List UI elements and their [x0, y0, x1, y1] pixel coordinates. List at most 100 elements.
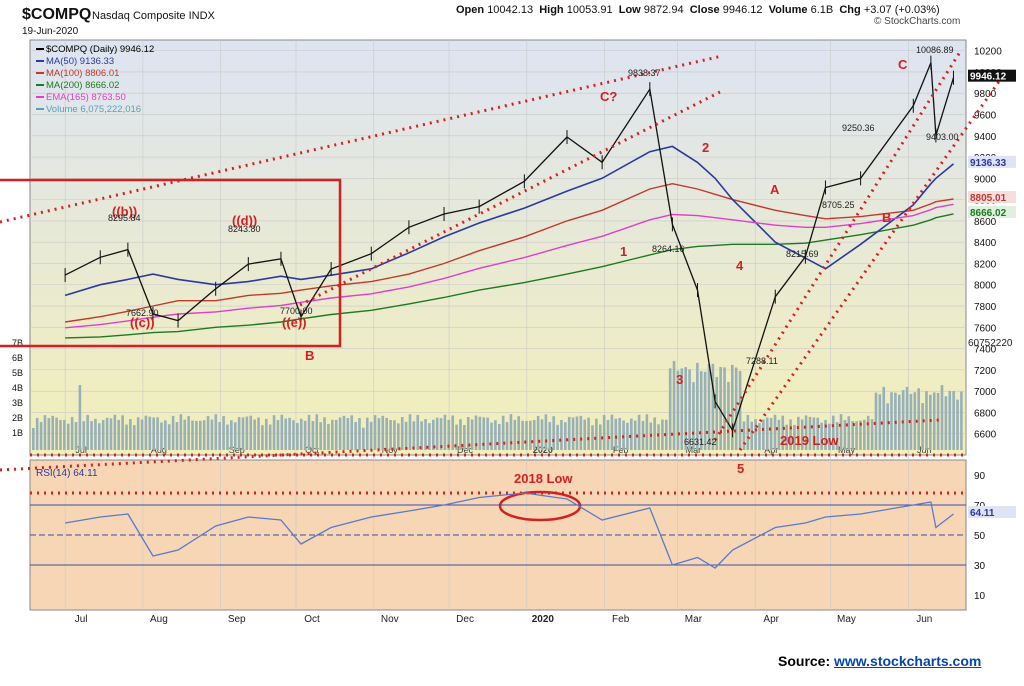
volume-bar	[525, 421, 528, 450]
volume-bar	[66, 423, 70, 450]
volume-bar	[571, 417, 575, 450]
volume-bar	[661, 419, 664, 450]
volume-bar	[532, 419, 536, 450]
volume-badge: 60752220	[968, 338, 1013, 349]
price-badge: 9946.12	[970, 72, 1007, 83]
volume-bar	[758, 423, 761, 450]
volume-bar	[952, 391, 955, 450]
volume-bar	[567, 416, 571, 450]
ema165-line	[65, 203, 954, 329]
volume-bar	[39, 421, 43, 450]
volume-bar	[680, 368, 684, 450]
volume-bar	[369, 421, 373, 450]
volume-bar	[641, 420, 645, 450]
volume-bar	[540, 419, 544, 450]
volume-bar	[323, 417, 326, 450]
volume-bar	[715, 376, 719, 450]
volume-bar	[598, 424, 602, 450]
month-label-bottom: Nov	[381, 614, 399, 625]
ohlc-readout: Open 10042.13 High 10053.91 Low 9872.94 …	[456, 4, 940, 16]
volume-bar	[183, 419, 187, 450]
volume-bar	[921, 403, 924, 450]
volume-bar	[544, 414, 548, 450]
volume-bar	[672, 360, 676, 450]
volume-bar	[299, 418, 303, 450]
volume-bar	[245, 416, 249, 450]
volume-bar	[707, 364, 711, 450]
price-tick-label: 7600	[974, 323, 997, 334]
month-label-top: May	[838, 445, 856, 455]
volume-bar	[136, 417, 140, 450]
chart-annotation: 8264.16	[652, 244, 685, 254]
volume-bar	[117, 419, 121, 450]
volume-bar	[253, 419, 256, 450]
volume-bar	[187, 416, 190, 450]
month-label-top: Jun	[917, 445, 932, 455]
volume-bar	[575, 416, 579, 450]
high-label: High	[539, 4, 564, 16]
rsi-badge-bg	[968, 506, 1016, 518]
legend-entry: MA(100) 8806.01	[46, 68, 119, 79]
volume-bar	[579, 415, 583, 450]
chart-annotation: 2019 Low	[780, 433, 839, 448]
volume-bar	[350, 415, 354, 450]
volume-bar	[587, 417, 590, 450]
volume-bar	[688, 369, 691, 450]
volume-bar	[847, 416, 851, 450]
volume-bar	[148, 416, 152, 450]
volume-tick-label: 5B	[12, 368, 23, 378]
volume-bar	[505, 422, 509, 450]
volume-bar	[206, 416, 210, 450]
volume-bar	[334, 419, 338, 450]
volume-bar	[342, 415, 346, 450]
volume-bar	[179, 414, 183, 450]
price-panel-bg	[29, 39, 967, 456]
volume-bar	[439, 418, 443, 450]
chart-annotation: 1	[620, 244, 627, 259]
price-tick-label: 6600	[974, 430, 997, 441]
rsi-line	[64, 492, 954, 569]
rsi-legend: RSI(14) 64.11	[36, 468, 98, 479]
volume-bar	[882, 386, 886, 450]
volume-bar	[233, 422, 237, 450]
ma100-line	[64, 182, 954, 323]
volume-tick-label: 6B	[12, 353, 23, 363]
chart-annotation: 9838.37	[628, 68, 661, 78]
open-value: 10042.13	[487, 4, 534, 16]
volume-bar	[591, 425, 594, 450]
volume-bar	[389, 420, 392, 450]
volume-bar	[132, 425, 136, 450]
legend-entry: MA(50) 9136.33	[46, 56, 114, 67]
volume-bar	[738, 370, 742, 450]
volume-bar	[855, 421, 858, 450]
chart-annotation: ((e))	[282, 315, 307, 330]
price-tick-label: 8200	[974, 259, 997, 270]
volume-bar	[831, 415, 835, 450]
volume-bar	[746, 415, 750, 450]
rsi-tick-label: 10	[974, 591, 986, 602]
volume-bar	[874, 392, 878, 450]
chart-annotation: 7662.90	[126, 308, 159, 318]
price-tick-label: 7000	[974, 387, 997, 398]
ma50-line	[64, 145, 955, 297]
volume-bar	[622, 420, 625, 450]
volume-bar	[311, 421, 315, 450]
volume-bar	[929, 394, 932, 450]
volume-bar	[498, 423, 501, 450]
volume-bar	[354, 421, 357, 450]
month-label-top: Aug	[151, 445, 167, 455]
volume-bar	[230, 420, 233, 450]
price-tick-label: 6800	[974, 408, 997, 419]
volume-bar	[723, 367, 726, 450]
volume-bar	[265, 418, 268, 450]
volume-bar	[47, 418, 51, 450]
volume-bar	[32, 428, 35, 450]
volume-bar	[167, 424, 171, 450]
source-link[interactable]: www.stockcharts.com	[834, 653, 982, 669]
volume-bar	[773, 414, 777, 450]
volume-bar	[956, 399, 959, 450]
volume-bar	[35, 417, 39, 450]
volume-bar	[400, 416, 404, 450]
volume-bar	[606, 419, 610, 450]
